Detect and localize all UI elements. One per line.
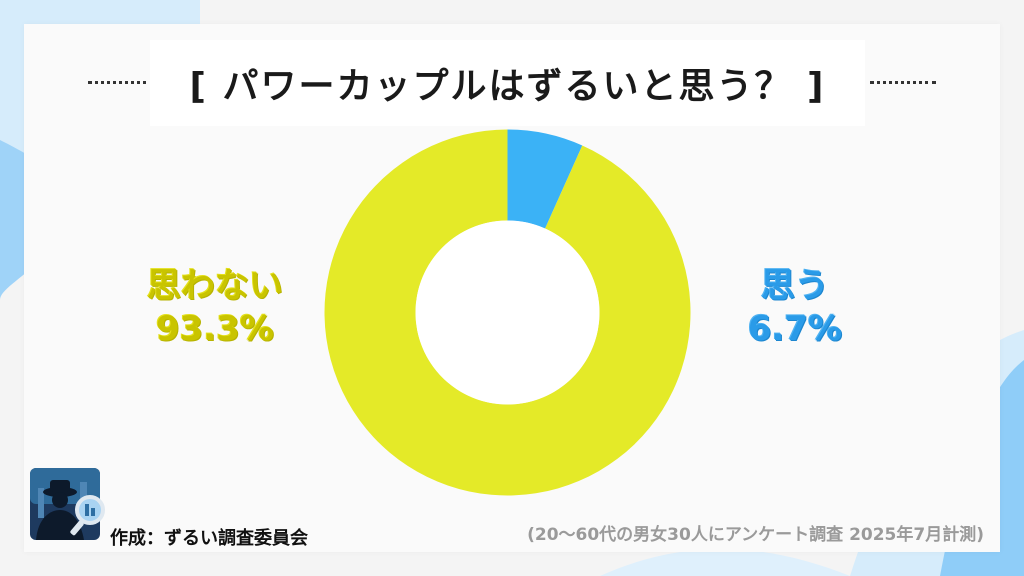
donut-chart	[324, 129, 691, 496]
credit-text: 作成：ずるい調査委員会	[110, 528, 308, 549]
title-dots-left	[88, 81, 154, 84]
slice-label-no-name: 思わない	[147, 266, 283, 306]
slice-label-yes: 思う 6.7%	[725, 265, 865, 350]
slice-label-yes-name: 思う	[761, 266, 829, 306]
chart-title: [ パワーカップルはずるいと思う？ ]	[189, 66, 826, 107]
slice-label-yes-value: 6.7%	[747, 308, 843, 349]
detective-magnifier-icon	[30, 468, 105, 540]
survey-footnote: (20～60代の男女30人にアンケート調査 2025年7月計測)	[527, 525, 984, 545]
slice-no	[324, 129, 691, 496]
slice-label-no-value: 93.3%	[156, 308, 274, 349]
title-box: [ パワーカップルはずるいと思う？ ]	[150, 40, 865, 126]
slice-label-no: 思わない 93.3%	[130, 265, 300, 350]
donut-hole	[415, 220, 600, 405]
title-dots-right	[870, 81, 936, 84]
slice-yes	[507, 129, 583, 229]
